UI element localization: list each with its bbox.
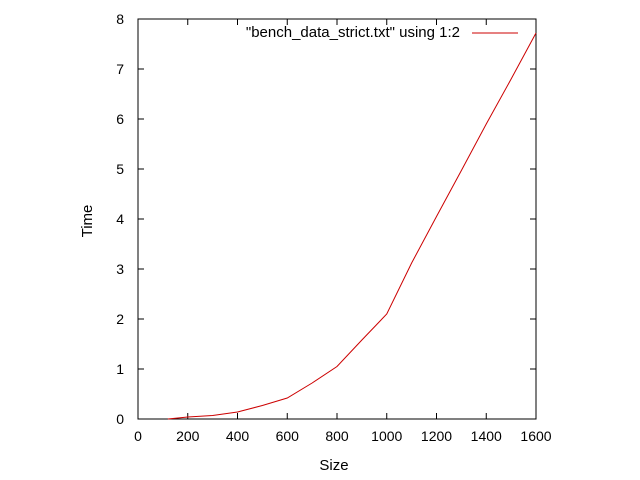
series-line xyxy=(167,32,537,420)
x-tick-labels: 0 200 400 600 800 1000 1200 1400 1600 xyxy=(134,428,552,444)
x-tick-label: 1600 xyxy=(520,428,551,444)
x-tick-label: 400 xyxy=(226,428,250,444)
x-axis-label: Size xyxy=(319,457,348,474)
legend: "bench_data_strict.txt" using 1:2 xyxy=(246,24,518,41)
y-tick-label: 1 xyxy=(116,361,124,377)
x-tick-label: 0 xyxy=(134,428,142,444)
plot-frame xyxy=(137,18,537,420)
y-axis-label: Time xyxy=(79,205,96,238)
y-tick-labels: 0 1 2 3 4 5 6 7 8 xyxy=(116,11,124,427)
x-tick-label: 800 xyxy=(325,428,349,444)
x-tick-label: 1400 xyxy=(471,428,502,444)
x-tick-label: 1200 xyxy=(421,428,452,444)
tick-marks xyxy=(137,18,537,420)
y-tick-label: 5 xyxy=(116,161,124,177)
legend-label: "bench_data_strict.txt" using 1:2 xyxy=(246,24,460,41)
y-tick-label: 0 xyxy=(116,411,124,427)
y-tick-label: 7 xyxy=(116,61,124,77)
y-tick-label: 6 xyxy=(116,111,124,127)
y-tick-label: 3 xyxy=(116,261,124,277)
x-tick-label: 1000 xyxy=(371,428,402,444)
x-tick-label: 600 xyxy=(276,428,300,444)
x-tick-label: 200 xyxy=(176,428,200,444)
y-tick-label: 8 xyxy=(116,11,124,27)
series-layer xyxy=(167,32,537,420)
y-tick-label: 2 xyxy=(116,311,124,327)
y-tick-label: 4 xyxy=(116,211,124,227)
